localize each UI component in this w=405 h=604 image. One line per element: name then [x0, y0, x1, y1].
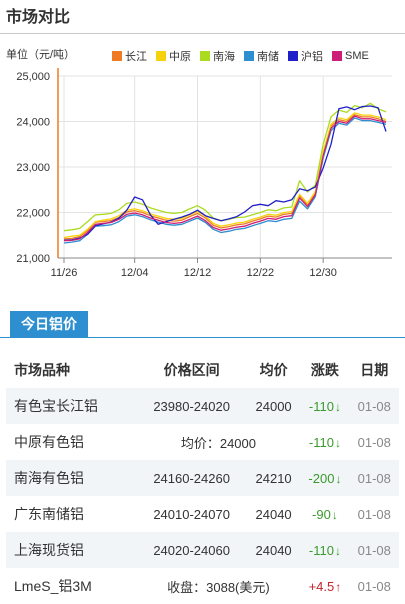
cell-change: -110↓ [300, 424, 349, 460]
cell-date: 01-08 [357, 578, 391, 594]
legend-swatch [244, 51, 254, 61]
cell-date: 01-08 [357, 506, 391, 522]
cell-avg-price: 24040 [246, 532, 301, 568]
cell-price-summary: 收盘：3088(美元) [167, 579, 270, 595]
legend-swatch [200, 51, 210, 61]
y-tick-label: 25,000 [16, 71, 50, 83]
legend-item: 沪铝 [288, 48, 323, 64]
cell-price-range: 24020-24060 [136, 532, 247, 568]
cell-change: -90↓ [300, 496, 349, 532]
tab-bar: 今日铝价 [0, 311, 405, 338]
arrow-down-icon: ↓ [331, 507, 338, 522]
cell-market-name: 中原有色铝 [14, 434, 84, 450]
legend-swatch [112, 51, 122, 61]
cell-price-range: 23980-24020 [136, 388, 247, 424]
change-value: +4.5 [308, 578, 335, 594]
legend-item: 南海 [200, 48, 235, 64]
x-tick-label: 12/04 [121, 267, 149, 279]
x-tick-label: 12/12 [184, 267, 212, 279]
series-line-南储 [63, 117, 387, 244]
legend-label: 南储 [257, 51, 279, 63]
cell-avg-price: 24040 [255, 506, 292, 522]
change-value: -110 [308, 398, 334, 414]
arrow-down-icon: ↓ [334, 435, 341, 450]
col-header-change: 涨跌 [310, 362, 339, 378]
legend-swatch [332, 51, 342, 61]
cell-avg-price: 24210 [246, 460, 301, 496]
cell-change: -110↓ [300, 388, 350, 424]
arrow-up-icon: ↑ [335, 579, 342, 594]
price-table: 市场品种 价格区间 均价 涨跌 日期 有色宝长江铝 23980-24020 2400… [6, 352, 399, 604]
page-title: 市场对比 [6, 9, 71, 26]
cell-market-name: LmeS_铝3M [14, 578, 92, 594]
cell-market-name: 有色宝长江铝 [6, 388, 137, 424]
cell-market-name: 广东南储铝 [14, 506, 84, 522]
y-tick-label: 22,000 [16, 208, 50, 220]
col-header-range: 价格区间 [163, 362, 220, 378]
tab-today-price[interactable]: 今日铝价 [10, 311, 88, 337]
cell-market-name: 上海现货铝 [6, 532, 137, 568]
col-header-date: 日期 [360, 362, 389, 378]
table-row: 上海现货铝 24020-24060 24040 -110↓ 01-08 [6, 532, 399, 568]
legend-label: 长江 [125, 51, 147, 63]
cell-price-range: 24160-24260 [136, 460, 247, 496]
cell-price-summary: 均价：24000 [180, 435, 256, 451]
y-tick-label: 21,000 [16, 253, 50, 265]
cell-change: -110↓ [300, 532, 350, 568]
change-value: -110 [308, 542, 334, 558]
cell-avg-price: 24000 [246, 388, 301, 424]
legend-label: 南海 [213, 51, 235, 63]
cell-date: 01-08 [349, 532, 399, 568]
change-value: -200 [308, 470, 335, 486]
change-value: -90 [312, 506, 331, 522]
cell-date: 01-08 [349, 388, 399, 424]
table-header-row: 市场品种 价格区间 均价 涨跌 日期 [6, 352, 399, 388]
col-header-avg: 均价 [259, 362, 288, 378]
legend-label: 沪铝 [301, 51, 323, 63]
table-row: 有色宝长江铝 23980-24020 24000 -110↓ 01-08 [6, 388, 399, 424]
table-row: 广东南储铝 24010-24070 24040 -90↓ 01-08 [6, 496, 399, 532]
legend-item: 长江 [112, 48, 147, 64]
table-row: LmeS_铝3M 收盘：3088(美元) +4.5↑ 01-08 [6, 568, 399, 604]
y-tick-label: 23,000 [16, 162, 50, 174]
series-line-SME [63, 115, 387, 242]
x-tick-label: 11/26 [51, 267, 78, 279]
header-divider [0, 33, 405, 34]
cell-change: +4.5↑ [300, 568, 349, 604]
cell-date: 01-08 [349, 460, 399, 496]
x-tick-label: 12/30 [309, 267, 337, 279]
legend-item: 中原 [156, 48, 191, 64]
table-row: 南海有色铝 24160-24260 24210 -200↓ 01-08 [6, 460, 399, 496]
arrow-down-icon: ↓ [334, 543, 341, 558]
legend-label: 中原 [169, 51, 191, 63]
table-row: 中原有色铝 均价：24000 -110↓ 01-08 [6, 424, 399, 460]
chart-y-axis-label: 单位（元/吨） [6, 49, 76, 61]
chart-svg: 21,000 22,000 23,000 24,000 25,000 11/26 12/04… [16, 68, 392, 279]
legend-item: 南储 [244, 48, 279, 64]
legend-swatch [156, 51, 166, 61]
series-line-沪铝 [63, 105, 387, 241]
series-line-中原 [63, 112, 387, 239]
col-header-market: 市场品种 [14, 362, 70, 378]
x-tick-label: 12/22 [247, 267, 275, 279]
legend-label: SME [345, 50, 369, 62]
arrow-down-icon: ↓ [334, 399, 341, 414]
arrow-down-icon: ↓ [335, 471, 342, 486]
chart-legend: 长江 中原 南海 南储 沪铝 SME [112, 48, 378, 64]
y-tick-label: 24,000 [16, 117, 50, 129]
cell-date: 01-08 [357, 434, 391, 450]
legend-swatch [288, 51, 298, 61]
cell-market-name: 南海有色铝 [6, 460, 137, 496]
cell-price-range: 24010-24070 [153, 506, 230, 522]
legend-item: SME [332, 48, 369, 64]
cell-change: -200↓ [300, 460, 350, 496]
change-value: -110 [308, 434, 334, 450]
price-chart: 21,000 22,000 23,000 24,000 25,000 11/26 12/04… [0, 36, 405, 286]
